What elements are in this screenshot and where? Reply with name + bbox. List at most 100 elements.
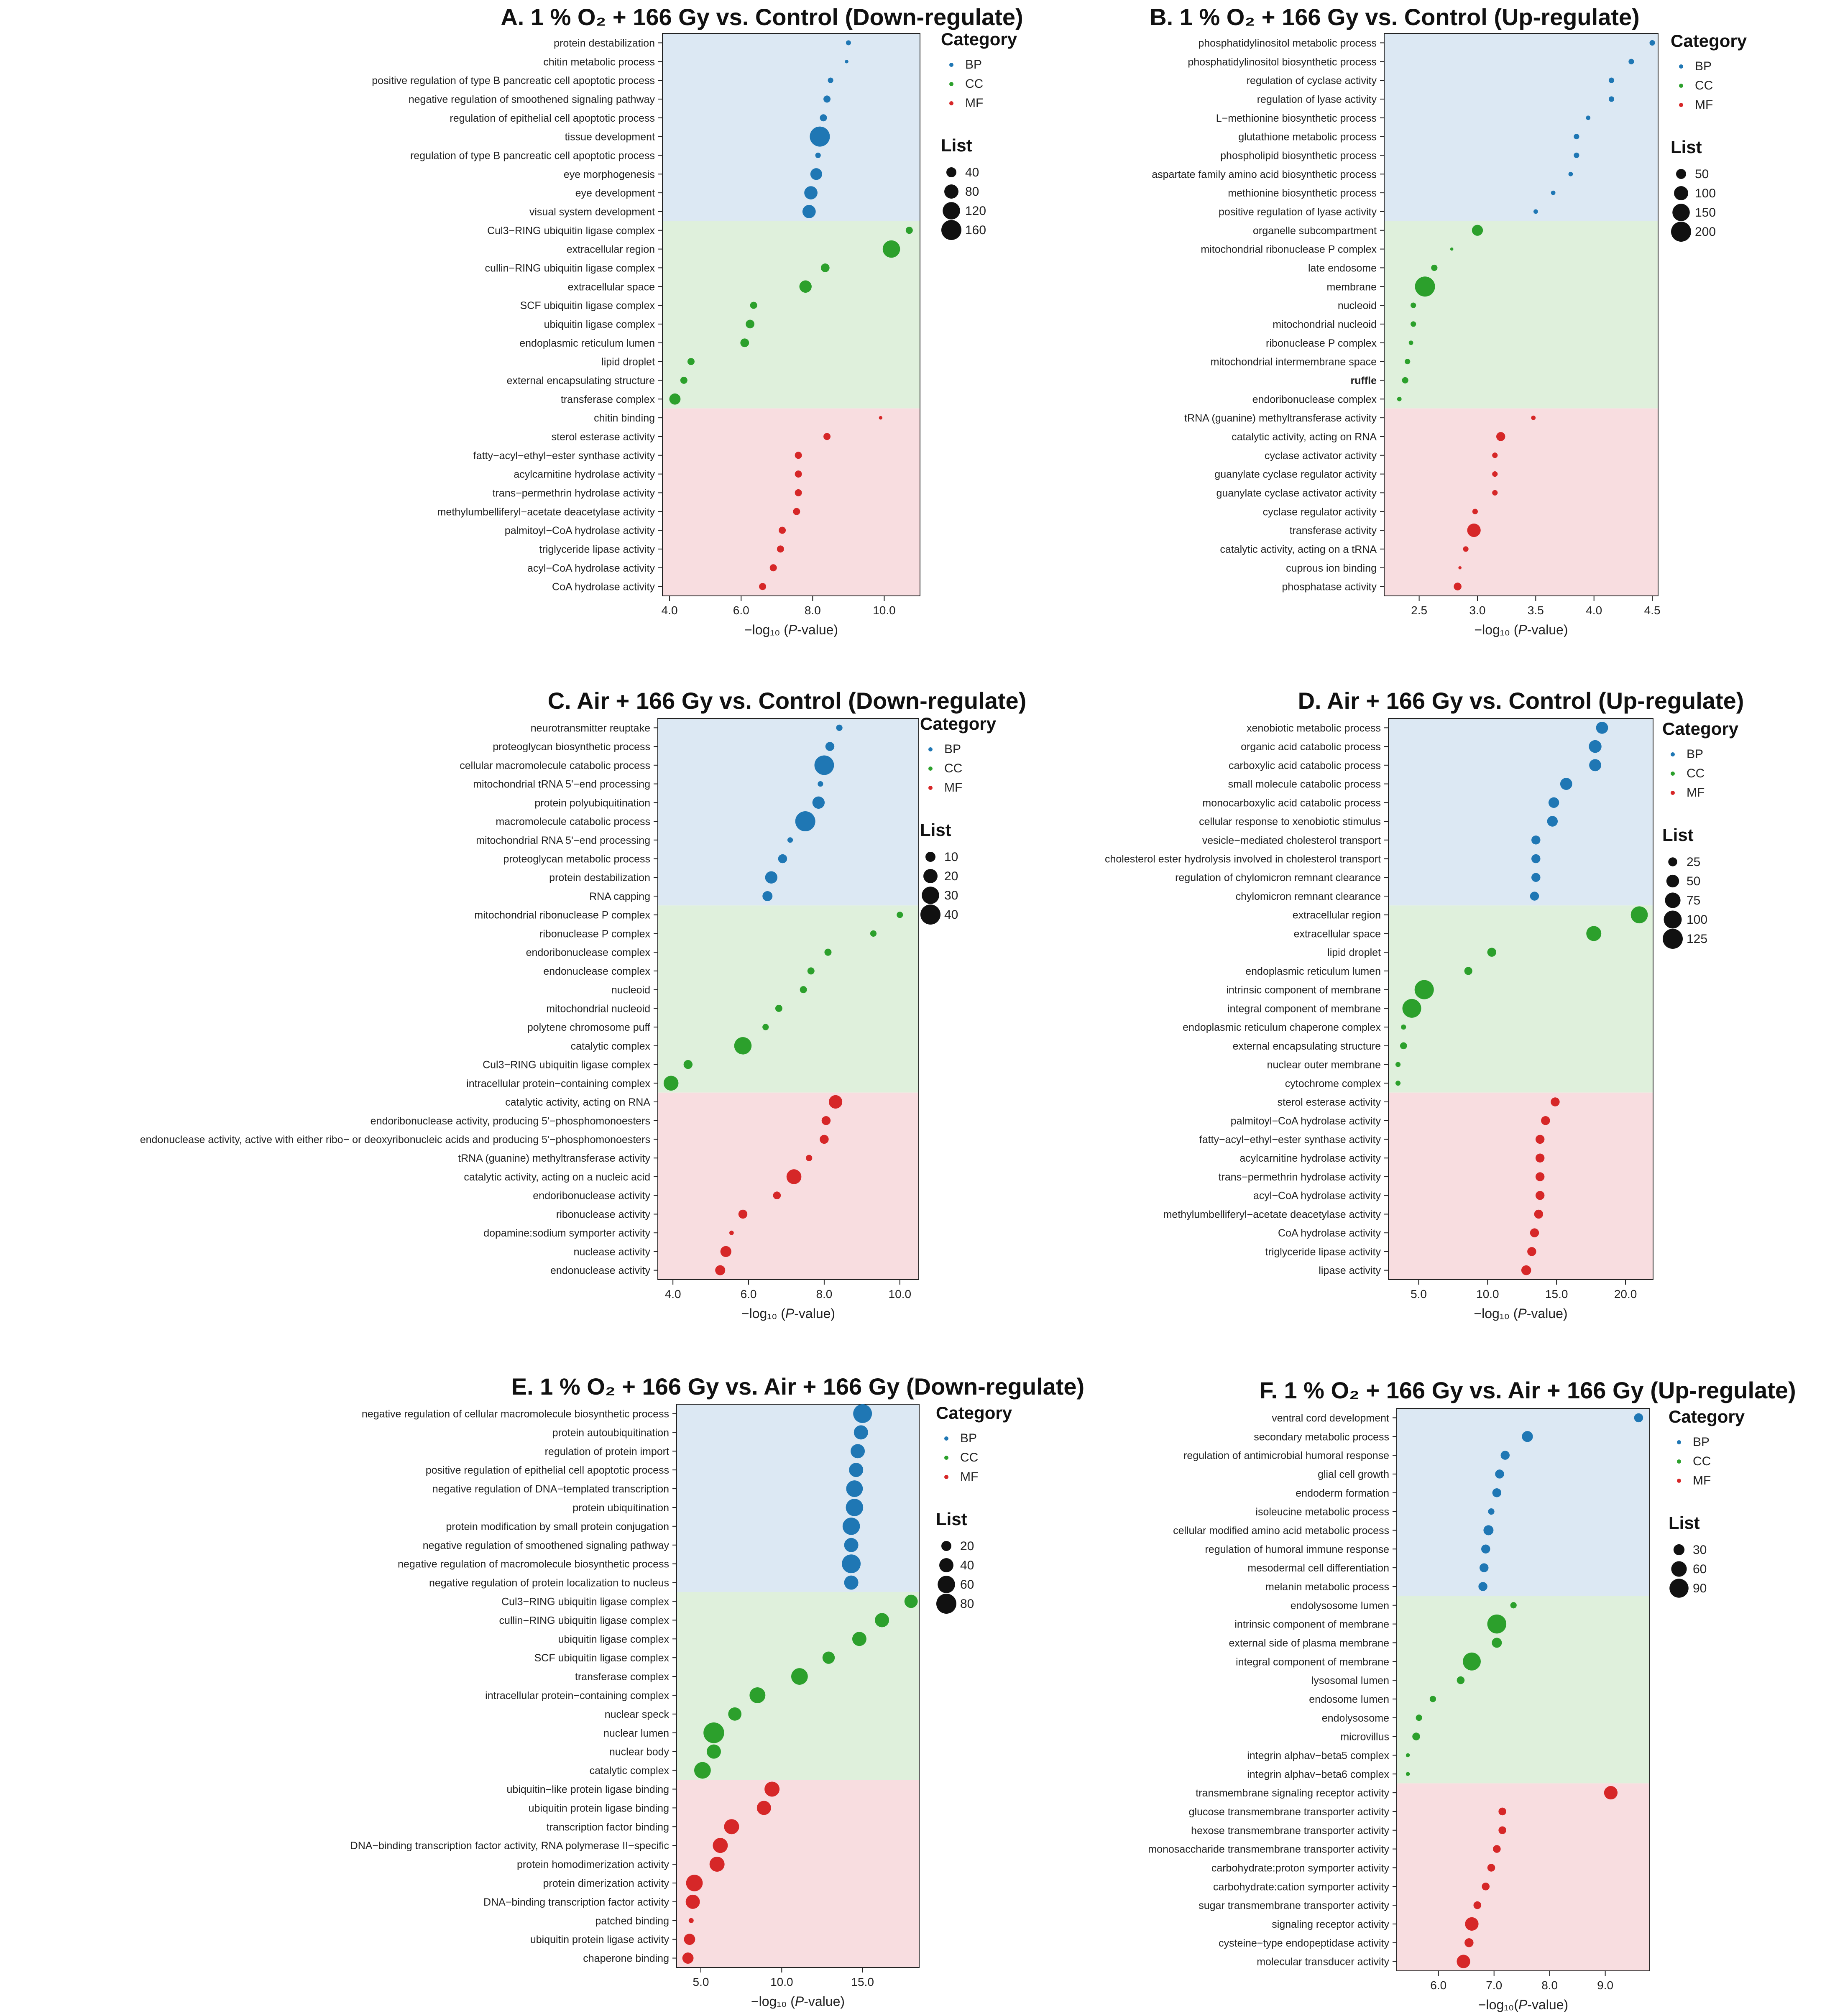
term-label: acyl−CoA hydrolase activity <box>1253 1190 1381 1202</box>
data-point-bp <box>1608 96 1615 102</box>
term-label: mitochondrial RNA 5'−end processing <box>476 835 650 846</box>
term-label: nuclear outer membrane <box>1267 1059 1381 1071</box>
data-point-mf <box>1541 1116 1550 1125</box>
term-label: ubiquitin ligase complex <box>544 319 655 330</box>
data-point-mf <box>688 1918 694 1923</box>
term-label: lipid droplet <box>601 356 655 368</box>
term-label: organelle subcompartment <box>1253 225 1377 237</box>
x-axis-label-var: P <box>785 1306 795 1321</box>
term-label: positive regulation of type B pancreatic… <box>372 75 655 87</box>
data-point-cc <box>1406 1753 1410 1758</box>
term-label: cuprous ion binding <box>1286 562 1377 574</box>
data-point-bp <box>1568 171 1573 176</box>
term-label: mitochondrial ribonuclease P complex <box>474 910 650 921</box>
data-point-cc <box>1401 1025 1406 1030</box>
legend-size-item: 80 <box>960 1597 974 1611</box>
data-point-cc <box>799 280 812 293</box>
data-point-cc <box>1630 906 1648 924</box>
legend-swatch-mf <box>1677 1479 1681 1483</box>
legend-size-title: List <box>1671 137 1702 157</box>
band-mf <box>677 1780 919 1967</box>
band-bp <box>1388 718 1653 906</box>
data-point-cc <box>1402 999 1421 1018</box>
band-mf <box>1384 408 1658 596</box>
plot-frame <box>1388 718 1653 1280</box>
x-axis-label-var: P <box>788 622 797 637</box>
x-tick-label: 10.0 <box>770 1975 793 1988</box>
term-label: endonuclease activity, active with eithe… <box>140 1134 650 1146</box>
term-label: endonuclease complex <box>543 966 650 977</box>
term-label: external side of plasma membrane <box>1229 1637 1389 1649</box>
panels: A. 1 % O₂ + 166 Gy vs. Control (Down-reg… <box>140 4 1796 2012</box>
term-label: endoribonuclease activity <box>533 1190 650 1202</box>
term-label: endoplasmic reticulum lumen <box>519 337 655 349</box>
data-point-bp <box>810 168 822 180</box>
data-point-bp <box>844 1575 859 1590</box>
term-label: ubiquitin protein ligase activity <box>530 1934 670 1946</box>
legend-size-swatch <box>1672 204 1690 221</box>
x-axis-label: −log₁₀ (P-value) <box>1474 622 1568 637</box>
term-label: proteoglycan metabolic process <box>503 853 650 865</box>
data-point-bp <box>844 1538 859 1552</box>
data-point-mf <box>795 452 802 459</box>
term-label: CoA hydrolase activity <box>552 581 655 593</box>
term-label: triglyceride lipase activity <box>539 544 655 555</box>
data-point-bp <box>1634 1413 1643 1423</box>
data-point-cc <box>687 358 695 365</box>
data-point-bp <box>1531 873 1541 882</box>
data-point-bp <box>836 724 843 731</box>
term-label: intrinsic component of membrane <box>1234 1619 1389 1630</box>
x-tick-label: 6.0 <box>741 1288 757 1301</box>
panel-C: C. Air + 166 Gy vs. Control (Down-regula… <box>140 687 1027 1321</box>
term-label: tissue development <box>565 131 655 143</box>
term-label: palmitoyl−CoA hydrolase activity <box>505 525 655 537</box>
data-point-mf <box>1482 1882 1490 1891</box>
term-label: integral component of membrane <box>1236 1656 1389 1668</box>
term-label: cholesterol ester hydrolysis involved in… <box>1105 853 1381 865</box>
x-axis-label-prefix: −log₁₀ ( <box>751 1994 795 2009</box>
panel-A: A. 1 % O₂ + 166 Gy vs. Control (Down-reg… <box>372 4 1023 637</box>
band-cc <box>1384 221 1658 409</box>
legend-category-item: CC <box>1693 1454 1711 1468</box>
term-label: membrane <box>1327 281 1377 293</box>
x-tick-label: 5.0 <box>693 1975 709 1988</box>
term-label: guanylate cyclase activator activity <box>1216 487 1377 499</box>
term-label: endoribonuclease complex <box>526 947 651 958</box>
x-axis-label-prefix: −log₁₀( <box>1478 1997 1518 2012</box>
term-label: extracellular space <box>1294 928 1381 940</box>
data-point-bp <box>1530 892 1539 901</box>
term-label: isoleucine metabolic process <box>1255 1506 1389 1518</box>
plot-frame <box>662 33 920 596</box>
data-point-cc <box>1457 1676 1465 1684</box>
data-point-mf <box>1496 432 1505 441</box>
term-label: hexose transmembrane transporter activit… <box>1191 1825 1389 1837</box>
legend-category-title: Category <box>941 29 1017 49</box>
x-tick-label: 5.0 <box>1411 1288 1427 1301</box>
data-point-bp <box>1551 190 1556 195</box>
data-point-mf <box>1454 583 1462 590</box>
legend-swatch-bp <box>928 747 933 751</box>
legend-size-swatch <box>1666 874 1679 888</box>
data-point-cc <box>904 1594 918 1608</box>
term-label: transmembrane signaling receptor activit… <box>1196 1787 1389 1799</box>
term-label: aspartate family amino acid biosynthetic… <box>1152 169 1377 180</box>
data-point-cc <box>1463 1652 1481 1671</box>
term-label: intrinsic component of membrane <box>1226 984 1381 996</box>
term-label: catalytic activity, acting on a tRNA <box>1220 544 1377 555</box>
x-tick-label: 4.0 <box>1586 604 1602 617</box>
data-point-mf <box>1457 1955 1470 1968</box>
term-label: endoplasmic reticulum chaperone complex <box>1183 1022 1381 1033</box>
data-point-mf <box>1521 1265 1531 1275</box>
x-axis-label-suffix: -value) <box>797 622 838 637</box>
term-label: regulation of type B pancreatic cell apo… <box>410 150 655 161</box>
term-label: regulation of epithelial cell apoptotic … <box>450 112 655 124</box>
term-label: cyclase regulator activity <box>1263 506 1377 518</box>
legend-size-title: List <box>941 135 972 155</box>
data-point-mf <box>1472 508 1478 514</box>
data-point-bp <box>1500 1451 1510 1460</box>
legend-size-item: 40 <box>960 1559 974 1572</box>
data-point-bp <box>787 837 793 843</box>
term-label: regulation of lyase activity <box>1257 94 1377 105</box>
term-label: nucleoid <box>1338 300 1377 312</box>
x-axis-label-var: P <box>795 1994 804 2009</box>
